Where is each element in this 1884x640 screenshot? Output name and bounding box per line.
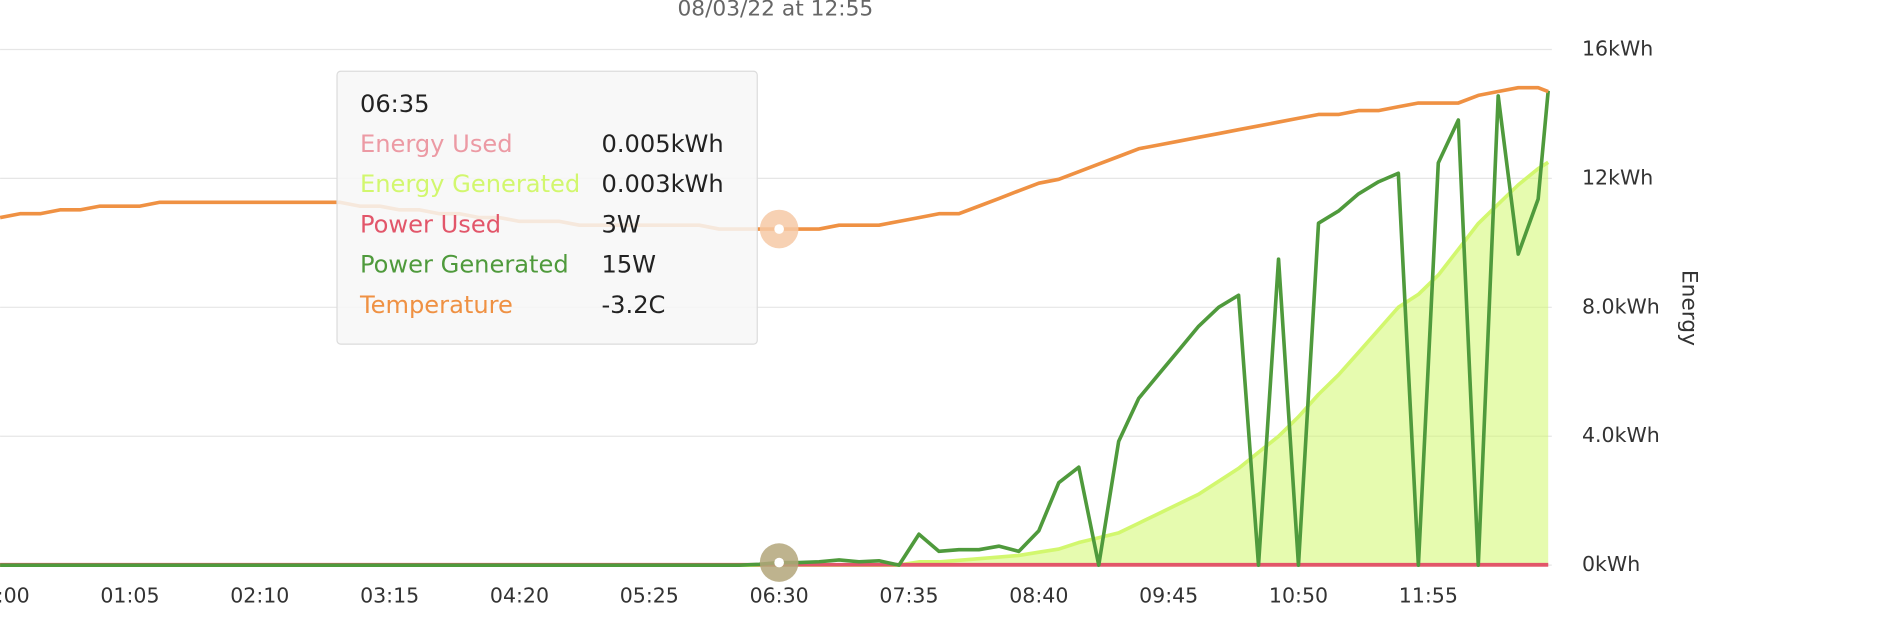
tooltip-title: 06:35	[360, 90, 430, 118]
hover-point	[774, 557, 784, 568]
x-tick-label: 07:35	[879, 584, 938, 608]
tooltip-value: 0.005kWh	[601, 130, 723, 158]
x-tick-label: 04:20	[490, 584, 549, 608]
y-tick-label: 4.0kWh	[1582, 423, 1660, 447]
tooltip: 06:35 Energy Used 0.005kWh Energy Generated…	[336, 70, 758, 345]
x-tick-label: 01:05	[100, 584, 159, 608]
x-tick-label: 11:55	[1399, 584, 1458, 608]
x-tick-label: 10:50	[1269, 584, 1328, 608]
y-tick-label: 16kWh	[1582, 37, 1653, 61]
tooltip-value: 3W	[601, 210, 640, 238]
x-tick-label: 09:45	[1139, 584, 1198, 608]
chart-subtitle: 08/03/22 at 12:55	[677, 0, 873, 22]
area	[0, 162, 1549, 566]
tooltip-label: Energy Generated	[360, 170, 580, 198]
x-tick-label: 05:25	[620, 584, 679, 608]
tooltip-value: -3.2C	[601, 291, 665, 319]
x-tick-label: 08:40	[1009, 584, 1068, 608]
tooltip-label: Energy Used	[360, 130, 513, 158]
tooltip-label: Power Generated	[360, 251, 569, 279]
tooltip-value: 15W	[601, 251, 656, 279]
x-tick-label: 03:15	[360, 584, 419, 608]
y-axis-title: Energy	[1676, 270, 1701, 346]
y-tick-label: 12kWh	[1582, 165, 1653, 189]
x-tick-label: 06:30	[750, 584, 809, 608]
hover-point	[774, 224, 784, 234]
tooltip-label: Power Used	[360, 210, 501, 238]
x-tick-label: 02:10	[230, 584, 289, 608]
y-tick-label: 0kWh	[1582, 552, 1640, 576]
tooltip-label: Temperature	[359, 291, 513, 319]
tooltip-value: 0.003kWh	[601, 170, 723, 198]
tooltip-box	[336, 70, 758, 345]
y-tick-label: 8.0kWh	[1582, 294, 1660, 318]
x-tick-label: 00:00	[0, 584, 30, 608]
line	[0, 85, 1549, 231]
